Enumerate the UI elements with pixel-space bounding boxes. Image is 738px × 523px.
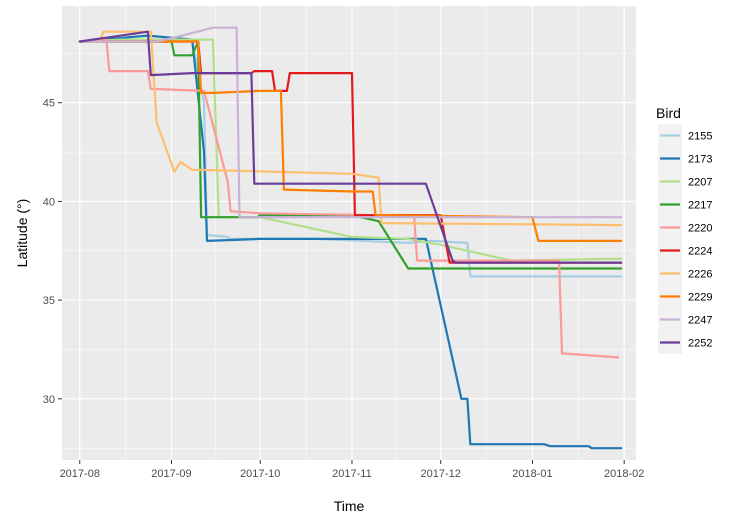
legend-title: Bird xyxy=(656,105,681,121)
grid-major xyxy=(62,6,636,460)
plot-panel xyxy=(62,6,636,460)
legend-label-2229: 2229 xyxy=(688,292,712,304)
x-tick-label: 2017-12 xyxy=(421,468,461,480)
x-tick-label: 2017-08 xyxy=(60,468,100,480)
legend-label-2226: 2226 xyxy=(688,269,712,281)
x-axis-title: Time xyxy=(334,498,365,514)
x-tick-label: 2018-02 xyxy=(604,468,644,480)
legend-label-2220: 2220 xyxy=(688,223,712,235)
series-line-2226 xyxy=(78,30,623,227)
x-tick-label: 2017-11 xyxy=(332,468,372,480)
series-lines xyxy=(78,26,623,450)
y-tick-label: 45 xyxy=(43,98,55,110)
series-line-2247 xyxy=(78,26,623,219)
y-tick-label: 35 xyxy=(43,295,55,307)
y-tick-label: 30 xyxy=(43,394,55,406)
legend-label-2173: 2173 xyxy=(688,154,712,166)
x-tick-label: 2018-01 xyxy=(512,468,552,480)
x-tick-label: 2017-09 xyxy=(151,468,191,480)
y-axis-title: Latitude (°) xyxy=(14,199,30,268)
grid-minor xyxy=(62,6,636,460)
x-axis: 2017-08 2017-09 2017-10 2017-11 2017-12 2018-… xyxy=(60,460,644,480)
legend: Bird 2155 2173 2207 2217 2220 2224 2226 2229 224… xyxy=(656,105,712,354)
legend-label-2224: 2224 xyxy=(688,246,712,258)
y-axis: 30 35 40 45 xyxy=(43,98,62,406)
series-line-2252 xyxy=(78,30,623,264)
legend-label-2252: 2252 xyxy=(688,338,712,350)
y-tick-label: 40 xyxy=(43,196,55,208)
legend-label-2155: 2155 xyxy=(688,131,712,143)
legend-label-2247: 2247 xyxy=(688,315,712,327)
series-line-2220 xyxy=(78,38,620,359)
legend-label-2207: 2207 xyxy=(688,177,712,189)
legend-label-2217: 2217 xyxy=(688,200,712,212)
x-tick-label: 2017-10 xyxy=(240,468,280,480)
